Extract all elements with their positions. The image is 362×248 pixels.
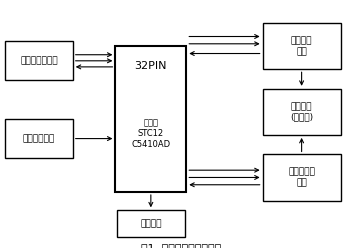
Text: 单片机
STC12
C5410AD: 单片机 STC12 C5410AD	[131, 119, 171, 149]
Text: 报警单元: 报警单元	[140, 219, 161, 228]
Text: 控制与执行
单元: 控制与执行 单元	[288, 168, 315, 187]
Bar	[262, 154, 341, 201]
Text: 键盘及显示单元: 键盘及显示单元	[20, 56, 58, 65]
Text: 供电电源单元: 供电电源单元	[23, 134, 55, 143]
Text: 32PIN: 32PIN	[135, 61, 167, 71]
Text: 被控对象
(镶嵌机): 被控对象 (镶嵌机)	[290, 102, 313, 122]
Bar	[117, 210, 185, 237]
Text: 数据采集
单元: 数据采集 单元	[291, 36, 312, 56]
Bar	[5, 119, 73, 158]
Bar	[262, 89, 341, 135]
Bar	[5, 41, 73, 80]
Bar	[262, 23, 341, 69]
Text: 图1  控制系统结构示意图: 图1 控制系统结构示意图	[141, 243, 221, 248]
Bar	[115, 46, 186, 192]
